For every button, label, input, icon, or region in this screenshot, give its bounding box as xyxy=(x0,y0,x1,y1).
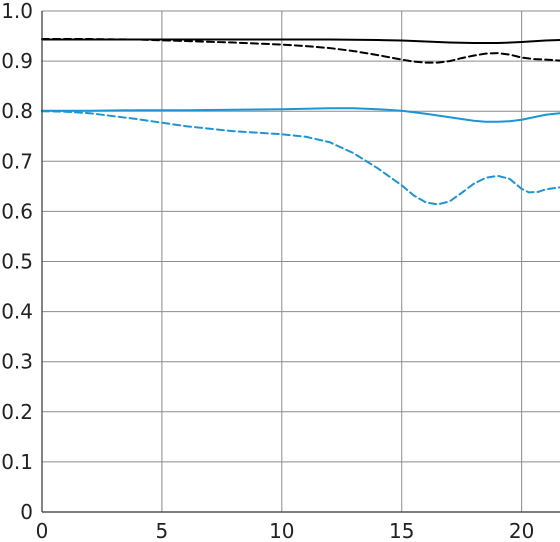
y-tick-label: 0.3 xyxy=(1,350,33,374)
series-line-3 xyxy=(41,107,560,123)
y-tick-label: 0.4 xyxy=(1,300,33,324)
series-line-2 xyxy=(41,38,560,64)
y-tick-label: 0.6 xyxy=(1,199,33,223)
tick-label-layer: 0 0.1 0.2 0.3 0.4 0.5 0.6 0.7 0.8 0.9 1.0 0 5 10 15 20 xyxy=(1,0,534,542)
grid-layer xyxy=(42,10,560,512)
x-tick-label: 20 xyxy=(509,519,534,542)
y-tick-label: 0.1 xyxy=(1,450,33,474)
y-tick-label: 0 xyxy=(20,500,33,524)
series-layer xyxy=(41,38,560,206)
y-tick-label: 0.9 xyxy=(1,49,33,73)
y-tick-label: 0.2 xyxy=(1,400,33,424)
series-line-1 xyxy=(41,38,560,45)
y-tick-label: 0.5 xyxy=(1,250,33,274)
y-tick-label: 1.0 xyxy=(1,0,33,23)
x-tick-label: 15 xyxy=(389,519,414,542)
y-tick-label: 0.8 xyxy=(1,99,33,123)
x-tick-label: 0 xyxy=(36,519,49,542)
axis-layer xyxy=(41,11,560,513)
x-tick-label: 10 xyxy=(269,519,294,542)
x-tick-label: 5 xyxy=(156,519,169,542)
y-tick-label: 0.7 xyxy=(1,149,33,173)
series-line-4 xyxy=(41,110,560,206)
